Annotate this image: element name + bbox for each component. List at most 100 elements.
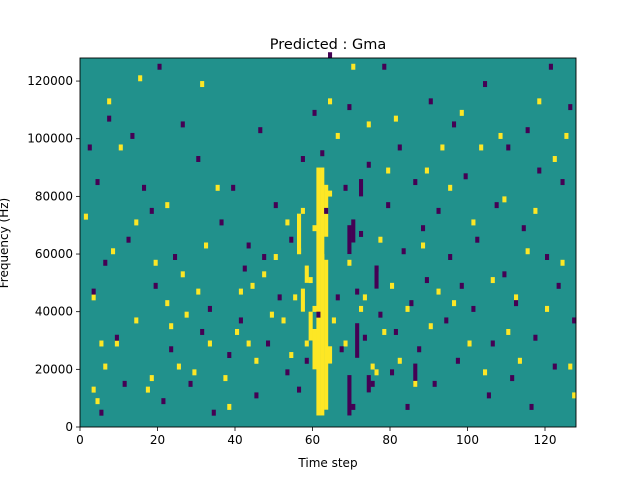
- heatmap-cell-positive: [452, 300, 457, 307]
- heatmap-cell-negative: [169, 346, 174, 353]
- heatmap-cell-negative: [273, 202, 278, 209]
- heatmap-cell-negative: [289, 236, 294, 243]
- heatmap-cell-positive: [83, 213, 88, 220]
- heatmap-cell-positive: [525, 248, 530, 255]
- heatmap-cell-positive: [300, 207, 305, 214]
- heatmap-cell-negative: [324, 207, 329, 214]
- heatmap-cell-negative: [130, 132, 135, 139]
- heatmap-cell-negative: [533, 334, 538, 341]
- heatmap-cell-positive: [514, 294, 519, 301]
- heatmap-run-positive: [328, 346, 333, 364]
- heatmap-cell-negative: [114, 334, 119, 341]
- heatmap-cell-positive: [498, 132, 503, 139]
- heatmap-cell-positive: [118, 144, 123, 151]
- heatmap-cell-negative: [122, 380, 127, 387]
- heatmap-cell-positive: [386, 167, 391, 174]
- heatmap-cell-positive: [572, 392, 577, 399]
- heatmap-cell-negative: [142, 184, 147, 191]
- heatmap-cell-negative: [351, 403, 356, 410]
- heatmap-cell-negative: [483, 81, 488, 88]
- heatmap-cell-positive: [145, 386, 150, 393]
- heatmap-cell-positive: [320, 254, 325, 260]
- plot-area: [79, 52, 577, 428]
- heatmap-cell-negative: [285, 369, 290, 376]
- heatmap-cell-negative: [126, 236, 131, 243]
- heatmap-cell-positive: [138, 75, 143, 82]
- heatmap-cell-positive: [169, 323, 174, 330]
- heatmap-cell-negative: [238, 317, 243, 324]
- heatmap-cell-negative: [432, 380, 437, 387]
- heatmap-run-negative: [374, 265, 379, 289]
- heatmap-cell-positive: [91, 294, 96, 301]
- heatmap-cell-positive: [176, 363, 181, 370]
- heatmap-run-negative: [413, 363, 418, 387]
- heatmap-cell-negative: [107, 115, 112, 122]
- y-tick-label: 40000: [35, 305, 73, 319]
- heatmap-cell-negative: [312, 109, 317, 116]
- heatmap-cell-positive: [374, 369, 379, 376]
- heatmap-cell-negative: [227, 352, 232, 359]
- heatmap-cell-positive: [111, 248, 116, 255]
- y-tick-label: 80000: [35, 189, 73, 203]
- heatmap-cell-positive: [393, 115, 398, 122]
- heatmap-cell-positive: [506, 328, 511, 335]
- heatmap-cell-negative: [428, 98, 433, 105]
- heatmap-cell-positive: [204, 242, 209, 249]
- heatmap-cell-negative: [161, 398, 166, 405]
- heatmap-cell-negative: [320, 150, 325, 157]
- heatmap-cell-positive: [165, 300, 170, 307]
- heatmap-cell-negative: [548, 63, 553, 70]
- heatmap-cell-negative: [475, 236, 480, 243]
- heatmap-cell-negative: [343, 184, 348, 191]
- heatmap-cell-negative: [335, 294, 340, 301]
- heatmap-cell-positive: [382, 328, 387, 335]
- heatmap-cell-positive: [479, 144, 484, 151]
- heatmap-cell-positive: [297, 248, 302, 255]
- heatmap-cell-positive: [91, 386, 96, 393]
- heatmap-cell-negative: [514, 300, 519, 307]
- y-tick-label: 0: [65, 420, 73, 434]
- heatmap-cell-negative: [506, 144, 511, 151]
- heatmap-cell-positive: [421, 242, 426, 249]
- heatmap-cell-positive: [273, 254, 278, 260]
- heatmap-cell-negative: [355, 288, 360, 295]
- heatmap-cell-negative: [537, 167, 542, 174]
- heatmap-cell-negative: [87, 144, 92, 151]
- heatmap-run-positive: [304, 265, 309, 283]
- heatmap-cell-negative: [254, 392, 259, 399]
- heatmap-cell-positive: [545, 305, 550, 312]
- heatmap-cell-positive: [238, 288, 243, 295]
- heatmap-cell-positive: [390, 282, 395, 289]
- heatmap-cell-negative: [304, 357, 309, 364]
- heatmap-cell-negative: [91, 288, 96, 295]
- heatmap-cell-positive: [207, 340, 212, 347]
- heatmap-cell-negative: [424, 277, 429, 284]
- heatmap-cell-negative: [378, 311, 383, 318]
- heatmap-cell-negative: [552, 363, 557, 370]
- heatmap-cell-negative: [359, 230, 364, 237]
- heatmap-cell-negative: [157, 63, 162, 70]
- heatmap-cell-positive: [223, 375, 228, 382]
- heatmap-cell-positive: [192, 369, 197, 376]
- heatmap-cell-positive: [165, 202, 170, 209]
- heatmap-cell-positive: [335, 132, 340, 139]
- heatmap-cell-negative: [103, 259, 108, 266]
- heatmap-cell-negative: [510, 375, 515, 382]
- heatmap-cell-positive: [362, 294, 367, 301]
- heatmap-cell-negative: [417, 346, 422, 353]
- heatmap-cell-positive: [448, 184, 453, 191]
- x-tick-label: 100: [456, 433, 479, 447]
- heatmap-cell-negative: [386, 202, 391, 209]
- heatmap-cell-negative: [529, 403, 534, 410]
- heatmap-cell-negative: [421, 225, 426, 232]
- heatmap-run-negative: [359, 179, 364, 197]
- heatmap-cell-negative: [393, 328, 398, 335]
- heatmap-cell-positive: [227, 403, 232, 410]
- heatmap-cell-positive: [250, 282, 255, 289]
- heatmap-cell-negative: [231, 184, 236, 191]
- heatmap-cell-negative: [95, 179, 100, 186]
- heatmap-run-positive: [316, 167, 321, 416]
- x-tick-label: 40: [227, 433, 242, 447]
- heatmap-cell-negative: [448, 254, 453, 260]
- heatmap-run-negative: [347, 225, 352, 255]
